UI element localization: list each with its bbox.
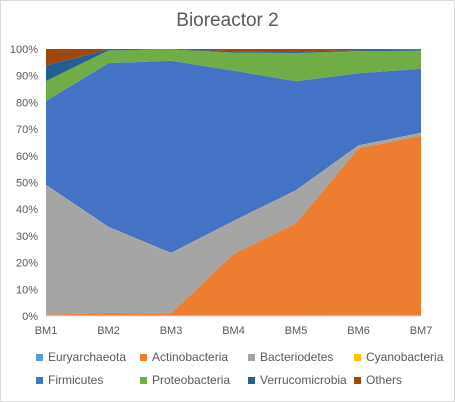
legend-label: Firmicutes — [48, 373, 104, 387]
y-tick-label: 60% — [16, 151, 38, 163]
y-tick-label: 30% — [16, 231, 38, 243]
legend-label: Bacteriodetes — [260, 350, 334, 364]
area-layers — [46, 49, 421, 316]
legend-item: Bacteriodetes — [248, 350, 333, 364]
y-tick-label: 50% — [16, 178, 38, 190]
legend-label: Actinobacteria — [152, 350, 229, 364]
y-tick-label: 100% — [10, 44, 38, 56]
y-tick-label: 40% — [16, 204, 38, 216]
x-tick-label: BM2 — [97, 325, 120, 337]
y-tick-label: 90% — [16, 71, 38, 83]
area-series-proteobacteria — [46, 49, 421, 102]
x-tick-label: BM5 — [285, 325, 308, 337]
area-series-bacteriodetes — [46, 133, 421, 315]
legend-swatch — [36, 353, 43, 361]
legend-item: Euryarchaeota — [36, 350, 126, 364]
x-tick-label: BM4 — [222, 325, 245, 337]
x-axis: BM1 BM2 BM3 BM4 BM5 BM6 BM7 — [35, 315, 433, 337]
legend-label: Euryarchaeota — [48, 350, 127, 364]
legend-item: Verrucomicrobia — [248, 373, 347, 387]
y-tick-label: 20% — [16, 258, 38, 270]
legend-label: Verrucomicrobia — [260, 373, 347, 387]
y-tick-label: 80% — [16, 97, 38, 109]
legend-swatch — [354, 353, 361, 361]
legend-swatch — [354, 376, 361, 384]
x-tick-label: BM7 — [410, 325, 433, 337]
legend-item: Firmicutes — [36, 373, 103, 387]
chart-title: Bioreactor 2 — [176, 10, 279, 31]
legend-label: Others — [366, 373, 403, 387]
legend-label: Cyanobacteria — [366, 350, 444, 364]
legend-item: Proteobacteria — [140, 373, 230, 387]
x-tick-label: BM1 — [35, 325, 58, 337]
legend-item: Others — [354, 373, 402, 387]
area-series-firmicutes — [46, 60, 421, 253]
legend-swatch — [140, 376, 147, 384]
y-tick-label: 10% — [16, 284, 38, 296]
area-series-actinobacteria — [46, 135, 421, 316]
area-series-others — [46, 49, 421, 66]
legend-label: Proteobacteria — [152, 373, 231, 387]
legend-swatch — [36, 376, 43, 384]
x-tick-label: BM3 — [160, 325, 183, 337]
legend-item: Actinobacteria — [140, 350, 228, 364]
y-tick-label: 70% — [16, 124, 38, 136]
legend-swatch — [248, 376, 255, 384]
legend-swatch — [248, 353, 255, 361]
legend-swatch — [140, 353, 147, 361]
x-tick-label: BM6 — [347, 325, 370, 337]
y-axis: 0% 10% 20% 30% 40% 50% 60% 70% 80% 90% 100% — [10, 44, 38, 323]
y-tick-label: 0% — [22, 311, 38, 323]
legend-item: Cyanobacteria — [354, 350, 443, 364]
